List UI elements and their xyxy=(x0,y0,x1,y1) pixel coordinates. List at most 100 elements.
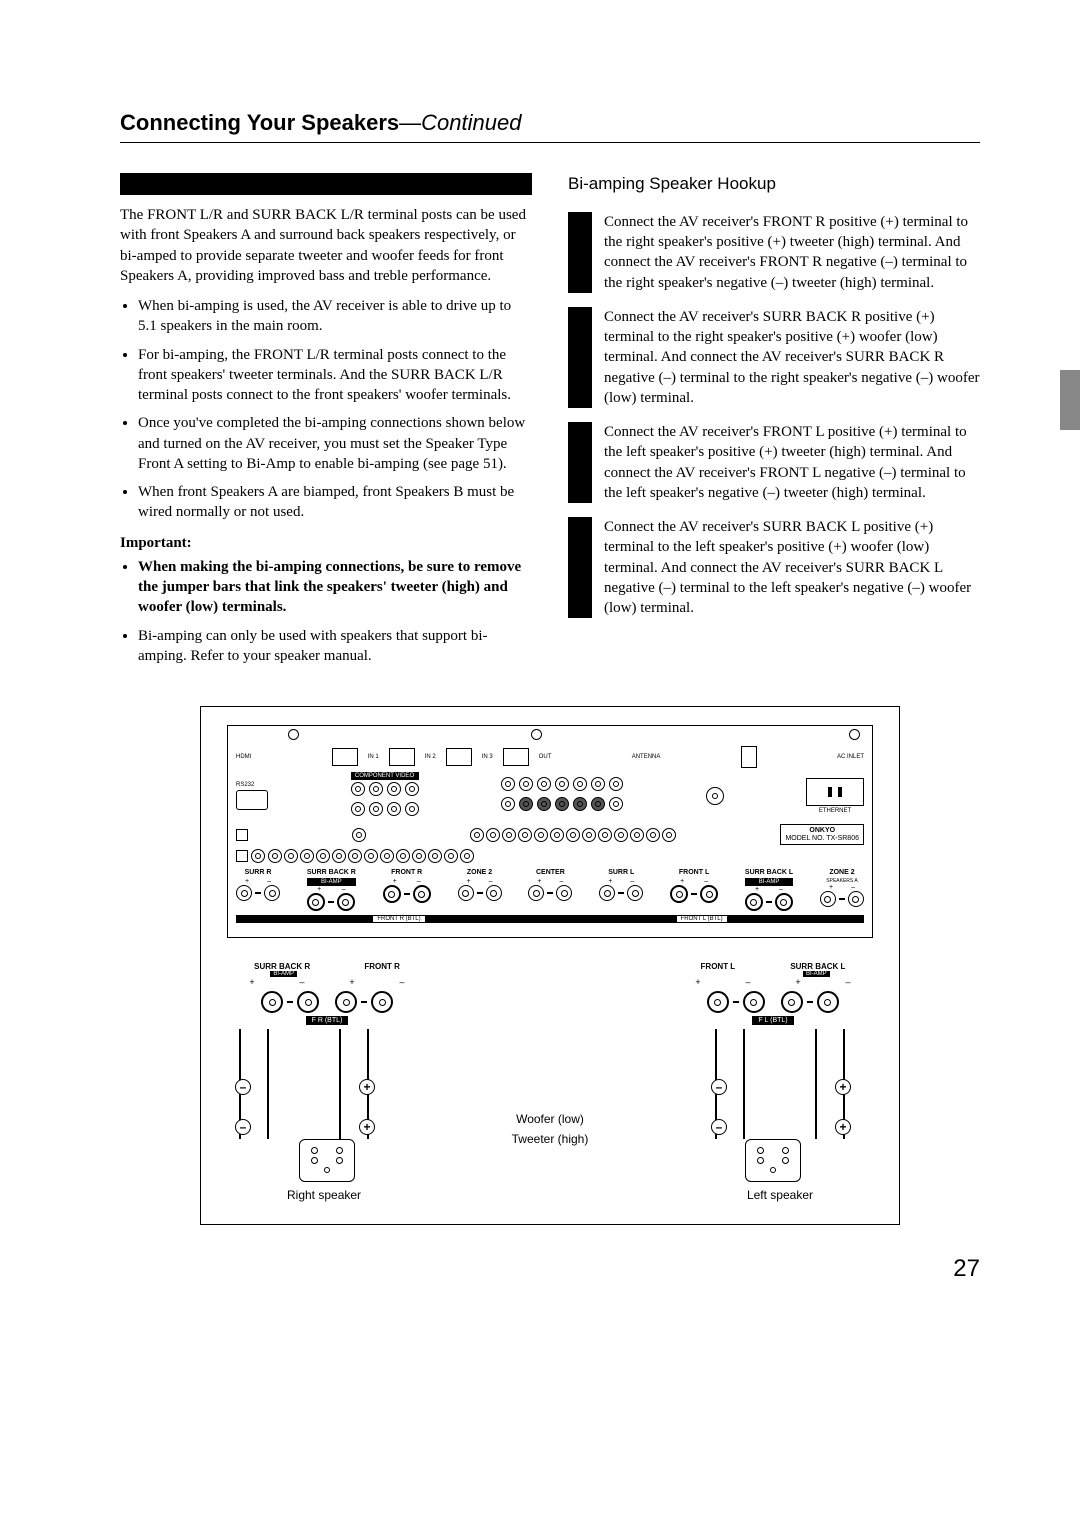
bullet-item: For bi-amping, the FRONT L/R terminal po… xyxy=(138,345,532,406)
rca-jack xyxy=(537,797,551,811)
step-2: Connect the AV receiver's SURR BACK R po… xyxy=(568,307,980,408)
minus-icon: – xyxy=(711,1119,727,1135)
binding-post xyxy=(371,991,393,1013)
bullet-item: When front Speakers A are biamped, front… xyxy=(138,482,532,523)
antenna-port xyxy=(741,746,757,768)
rca-jack xyxy=(598,828,612,842)
step-body: Connect the AV receiver's FRONT L positi… xyxy=(604,422,980,503)
speakers-a-label: SPEAKERS A xyxy=(820,878,864,884)
rca-jack xyxy=(405,782,419,796)
rca-jack xyxy=(268,849,282,863)
rca-jack xyxy=(405,802,419,816)
intro-paragraph: The FRONT L/R and SURR BACK L/R terminal… xyxy=(120,205,532,286)
plus-icon: + xyxy=(359,1079,375,1095)
important-bullets: When making the bi-amping connections, b… xyxy=(120,557,532,666)
rca-jack xyxy=(348,849,362,863)
section-black-bar xyxy=(120,173,532,195)
minus-icon: – xyxy=(235,1079,251,1095)
hdmi-port xyxy=(389,748,415,766)
plus-icon: + xyxy=(835,1079,851,1095)
binding-post xyxy=(413,885,431,903)
speaker-box xyxy=(745,1139,801,1182)
ac-inlet-label: AC INLET xyxy=(837,754,864,760)
rca-jack xyxy=(364,849,378,863)
rca-jack xyxy=(519,777,533,791)
ac-inlet xyxy=(806,778,864,806)
rca-jack xyxy=(351,782,365,796)
rca-jack xyxy=(614,828,628,842)
tweeter-label: Tweeter (high) xyxy=(512,1132,589,1146)
term-hdr: CENTER xyxy=(528,869,572,876)
rca-jack xyxy=(566,828,580,842)
side-tab xyxy=(1060,370,1080,430)
hdmi-port xyxy=(503,748,529,766)
important-label: Important: xyxy=(120,533,532,553)
optical-port xyxy=(236,850,248,862)
biamp-tag: BI-AMP xyxy=(745,878,793,886)
binding-post xyxy=(700,885,718,903)
binding-post xyxy=(337,893,355,911)
plus-icon: + xyxy=(835,1119,851,1135)
page-heading: Connecting Your Speakers—Continued xyxy=(120,110,980,143)
rca-jack xyxy=(387,802,401,816)
hdmi-label: HDMI xyxy=(236,754,251,760)
rca-jack xyxy=(486,828,500,842)
rca-jack xyxy=(537,777,551,791)
rca-jack xyxy=(573,797,587,811)
terminal-group: CENTER+– xyxy=(528,869,572,911)
rca-jack xyxy=(352,828,366,842)
rca-jack xyxy=(369,782,383,796)
rca-jack xyxy=(251,849,265,863)
binding-post xyxy=(264,885,280,901)
binding-post xyxy=(297,991,319,1013)
fm-jack xyxy=(706,787,724,805)
screw-icon xyxy=(849,729,860,740)
rca-jack xyxy=(396,849,410,863)
term-hdr: FRONT L xyxy=(670,869,718,876)
page-number: 27 xyxy=(120,1255,980,1283)
rs232-label: RS232 xyxy=(236,782,268,788)
rca-jack xyxy=(630,828,644,842)
step-number-box xyxy=(568,422,592,503)
minus-icon: – xyxy=(235,1119,251,1135)
speaker-box xyxy=(299,1139,355,1182)
screw-icon xyxy=(531,729,542,740)
hdr: FRONT L xyxy=(701,962,736,971)
binding-post xyxy=(383,885,401,903)
screw-icon xyxy=(288,729,299,740)
binding-post xyxy=(528,885,544,901)
hdmi-in2: IN 2 xyxy=(425,754,436,760)
step-number-box xyxy=(568,517,592,618)
rs232-port xyxy=(236,790,268,810)
rca-jack xyxy=(460,849,474,863)
woofer-label: Woofer (low) xyxy=(516,1112,584,1126)
biamp-tag: BI-AMP xyxy=(270,971,297,977)
rca-jack xyxy=(519,797,533,811)
diagram-wrapper: HDMI IN 1 IN 2 IN 3 OUT ANTENNA AC INLET… xyxy=(120,706,980,1225)
term-hdr: SURR R xyxy=(236,869,280,876)
binding-post xyxy=(817,991,839,1013)
speaker-terminal-row: SURR R+– SURR BACK RBI-AMP+– FRONT R+– Z… xyxy=(236,869,864,911)
front-r-tag: FRONT R (BTL) xyxy=(372,915,425,923)
hdmi-in3: IN 3 xyxy=(482,754,493,760)
term-hdr: ZONE 2 xyxy=(458,869,502,876)
binding-post xyxy=(670,885,688,903)
rca-jack xyxy=(470,828,484,842)
heading-title: Connecting Your Speakers xyxy=(120,110,399,135)
step-body: Connect the AV receiver's SURR BACK L po… xyxy=(604,517,980,618)
subheading: Bi-amping Speaker Hookup xyxy=(568,173,980,196)
chassis-top-edge xyxy=(227,725,873,740)
rca-jack xyxy=(609,777,623,791)
left-speaker-label: Left speaker xyxy=(747,1188,813,1202)
rca-jack xyxy=(300,849,314,863)
rca-jack xyxy=(380,849,394,863)
brand-box: ONKYO MODEL NO. TX-SR806 xyxy=(780,824,864,845)
bullet-item: Once you've completed the bi-amping conn… xyxy=(138,413,532,474)
info-bullets: When bi-amping is used, the AV receiver … xyxy=(120,296,532,523)
step-4: Connect the AV receiver's SURR BACK L po… xyxy=(568,517,980,618)
step-1: Connect the AV receiver's FRONT R positi… xyxy=(568,212,980,293)
fl-tag: F L (BTL) xyxy=(752,1016,793,1025)
rca-jack xyxy=(534,828,548,842)
rca-jack xyxy=(428,849,442,863)
binding-post xyxy=(307,893,325,911)
